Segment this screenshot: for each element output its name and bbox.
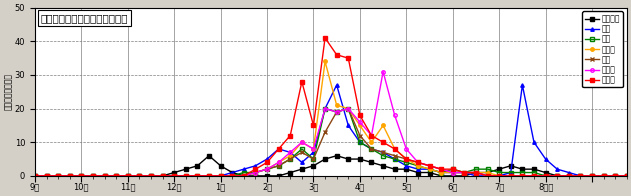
松山 xyxy=(403,158,410,160)
宇和島 xyxy=(78,175,85,177)
Line: 八幡浜: 八幡浜 xyxy=(33,70,628,178)
松山市 xyxy=(31,175,38,177)
宇和島 xyxy=(403,158,410,160)
八幡浜 xyxy=(588,175,596,177)
宇和島 xyxy=(623,175,630,177)
松山市 xyxy=(588,175,596,177)
八幡浜 xyxy=(240,175,247,177)
Line: 松山市: 松山市 xyxy=(33,60,628,178)
今治 xyxy=(310,158,317,160)
松山市 xyxy=(78,175,85,177)
宇和島 xyxy=(588,175,596,177)
松山 xyxy=(31,175,38,177)
西条 xyxy=(240,168,247,170)
今治 xyxy=(588,175,596,177)
松山 xyxy=(623,175,630,177)
西条 xyxy=(310,151,317,153)
宇和島 xyxy=(310,124,317,127)
宇和島 xyxy=(426,165,433,167)
西条 xyxy=(403,165,410,167)
松山 xyxy=(345,107,352,110)
西条 xyxy=(426,168,433,170)
西条 xyxy=(333,84,341,86)
今治 xyxy=(78,175,85,177)
Line: 四国中央: 四国中央 xyxy=(33,154,628,178)
Line: 今治: 今治 xyxy=(33,107,628,178)
今治 xyxy=(321,107,329,110)
Legend: 四国中央, 西条, 今治, 松山市, 松山, 八幡浜, 宇和島: 四国中央, 西条, 今治, 松山市, 松山, 八幡浜, 宇和島 xyxy=(582,12,623,87)
松山 xyxy=(310,158,317,160)
Line: 松山: 松山 xyxy=(33,107,628,178)
八幡浜 xyxy=(403,148,410,150)
四国中央 xyxy=(205,154,213,157)
四国中央 xyxy=(321,158,329,160)
Y-axis label: 定点当たり報告数: 定点当たり報告数 xyxy=(4,73,13,110)
八幡浜 xyxy=(623,175,630,177)
Text: 愛媛県　保健所別患者発生状況: 愛媛県 保健所別患者発生状況 xyxy=(41,13,128,23)
西条 xyxy=(31,175,38,177)
八幡浜 xyxy=(78,175,85,177)
宇和島 xyxy=(31,175,38,177)
今治 xyxy=(623,175,630,177)
西条 xyxy=(78,175,85,177)
八幡浜 xyxy=(31,175,38,177)
松山市 xyxy=(426,168,433,170)
宇和島 xyxy=(240,175,247,177)
松山市 xyxy=(403,158,410,160)
Line: 西条: 西条 xyxy=(33,83,628,178)
松山 xyxy=(78,175,85,177)
四国中央 xyxy=(78,175,85,177)
松山市 xyxy=(623,175,630,177)
四国中央 xyxy=(623,175,630,177)
今治 xyxy=(31,175,38,177)
八幡浜 xyxy=(379,70,387,73)
松山市 xyxy=(310,148,317,150)
四国中央 xyxy=(403,168,410,170)
四国中央 xyxy=(426,171,433,174)
四国中央 xyxy=(31,175,38,177)
八幡浜 xyxy=(426,165,433,167)
今治 xyxy=(403,161,410,164)
宇和島 xyxy=(321,37,329,39)
西条 xyxy=(623,175,630,177)
Line: 宇和島: 宇和島 xyxy=(33,36,628,178)
松山市 xyxy=(240,175,247,177)
松山 xyxy=(240,175,247,177)
松山 xyxy=(588,175,596,177)
松山 xyxy=(426,165,433,167)
松山市 xyxy=(321,60,329,63)
今治 xyxy=(240,171,247,174)
西条 xyxy=(588,175,596,177)
八幡浜 xyxy=(310,148,317,150)
今治 xyxy=(426,168,433,170)
四国中央 xyxy=(588,175,596,177)
四国中央 xyxy=(252,175,259,177)
